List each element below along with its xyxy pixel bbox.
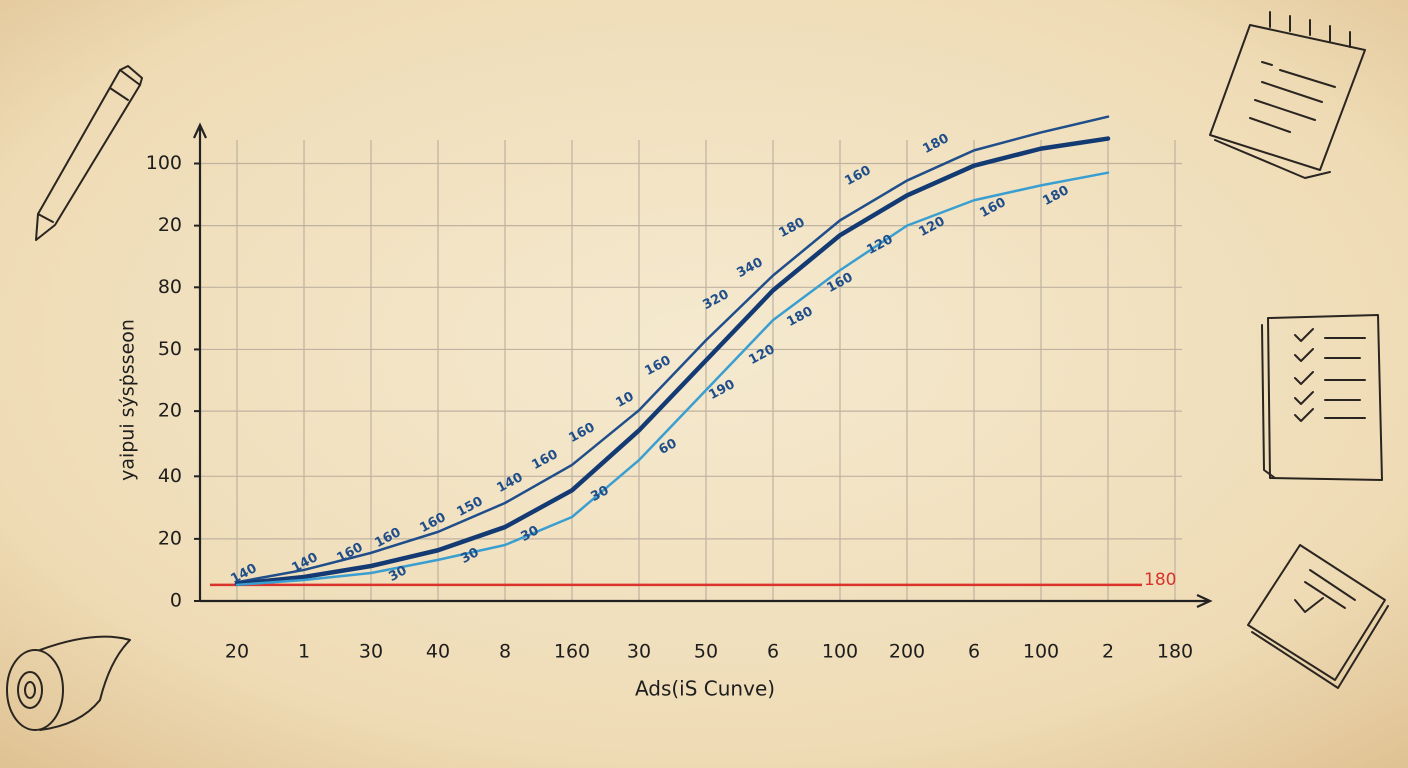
x-tick-label: 50 [694,641,718,663]
book-doodle [1247,544,1389,689]
x-axis [200,594,1213,608]
y-tick-label: 80 [158,276,182,298]
y-axis-label: yaipui sýsṗsseon [117,319,139,481]
y-tick-label: 20 [158,527,182,549]
y-tick-label: 40 [158,465,182,487]
checklist-doodle [1261,314,1383,481]
reference-label: 180 [1144,570,1176,590]
y-tick-label: 20 [158,214,182,236]
y-tick-label: 20 [158,400,182,422]
y-tick-label: 100 [146,152,182,174]
grid [200,140,1182,602]
pencil-doodle [35,65,143,241]
x-tick-label: 160 [554,641,590,663]
x-axis-label: Ads(iS Cunve) [635,677,775,701]
x-tick-label: 6 [968,641,980,663]
x-tick-label: 8 [499,641,511,663]
y-axis [193,122,207,601]
y-tick-label: 0 [170,590,182,612]
series-line [235,115,1110,584]
x-tick-label: 200 [889,641,925,663]
x-tick-label: 180 [1157,641,1193,663]
series-line [234,136,1111,587]
y-tick-label: 50 [158,338,182,360]
x-tick-label: 1 [298,641,310,663]
series-line [235,171,1110,587]
x-tick-label: 100 [822,641,858,663]
x-tick-label: 30 [359,641,383,663]
x-tick-label: 6 [767,641,779,663]
tape-doodle [6,635,131,731]
x-tick-label: 2 [1102,641,1114,663]
x-tick-label: 30 [627,641,651,663]
x-tick-label: 20 [225,641,249,663]
x-tick-label: 40 [426,641,450,663]
x-tick-label: 100 [1023,641,1059,663]
notepad-doodle [1209,11,1366,179]
